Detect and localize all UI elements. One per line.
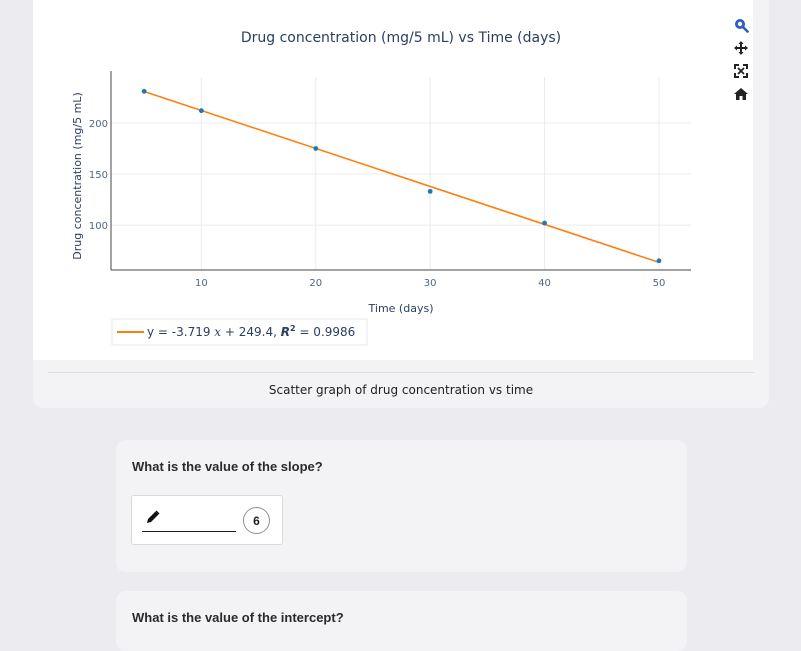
caption-text: Scatter graph of drug concentration vs t… [268, 383, 534, 397]
y-tick-label: 100 [89, 221, 108, 232]
legend[interactable]: y = -3.719 x + 249.4, R2 = 0.9986 [111, 318, 368, 346]
data-point[interactable] [656, 258, 662, 264]
x-tick-label: 50 [653, 278, 666, 289]
y-axis-title: Drug concentration (mg/5 mL) [71, 92, 84, 259]
x-axis-title: Time (days) [368, 302, 434, 315]
data-point[interactable] [198, 108, 204, 114]
autoscale-icon[interactable] [730, 59, 752, 82]
chart[interactable]: Drug concentration (mg/5 mL) vs Time (da… [33, 0, 753, 360]
plot-card: Drug concentration (mg/5 mL) vs Time (da… [33, 0, 769, 408]
question-card-slope: What is the value of the slope? 6 [116, 440, 687, 572]
x-tick-label: 40 [538, 278, 551, 289]
x-tick-label: 10 [195, 278, 208, 289]
answer-input[interactable] [142, 512, 236, 532]
attempts-badge: 6 [243, 507, 270, 534]
y-tick-label: 150 [89, 170, 108, 181]
modebar [730, 13, 752, 105]
question-title: What is the value of the intercept? [132, 610, 344, 625]
figure-caption: Scatter graph of drug concentration vs t… [48, 372, 754, 409]
legend-trendline-label: y = -3.719 x + 249.4, R2 = 0.9986 [147, 324, 355, 339]
data-point[interactable] [313, 146, 319, 151]
answer-box: 6 [131, 495, 283, 545]
question-title: What is the value of the slope? [132, 459, 323, 474]
x-tick-label: 20 [309, 278, 322, 289]
data-point[interactable] [427, 188, 433, 194]
y-tick-label: 200 [89, 119, 108, 130]
trendline [143, 90, 660, 264]
reset-home-icon[interactable] [730, 82, 752, 105]
pencil-icon [147, 510, 160, 523]
x-tick-label: 30 [424, 278, 437, 289]
data-point[interactable] [141, 88, 147, 94]
data-point[interactable] [542, 220, 547, 226]
question-card-intercept: What is the value of the intercept? [116, 591, 687, 651]
zoom-icon[interactable] [730, 13, 752, 36]
plot-area: Drug concentration (mg/5 mL) vs Time (da… [33, 0, 753, 360]
chart-title: Drug concentration (mg/5 mL) vs Time (da… [241, 30, 561, 46]
pan-icon[interactable] [730, 36, 752, 59]
legend-box [111, 318, 368, 346]
